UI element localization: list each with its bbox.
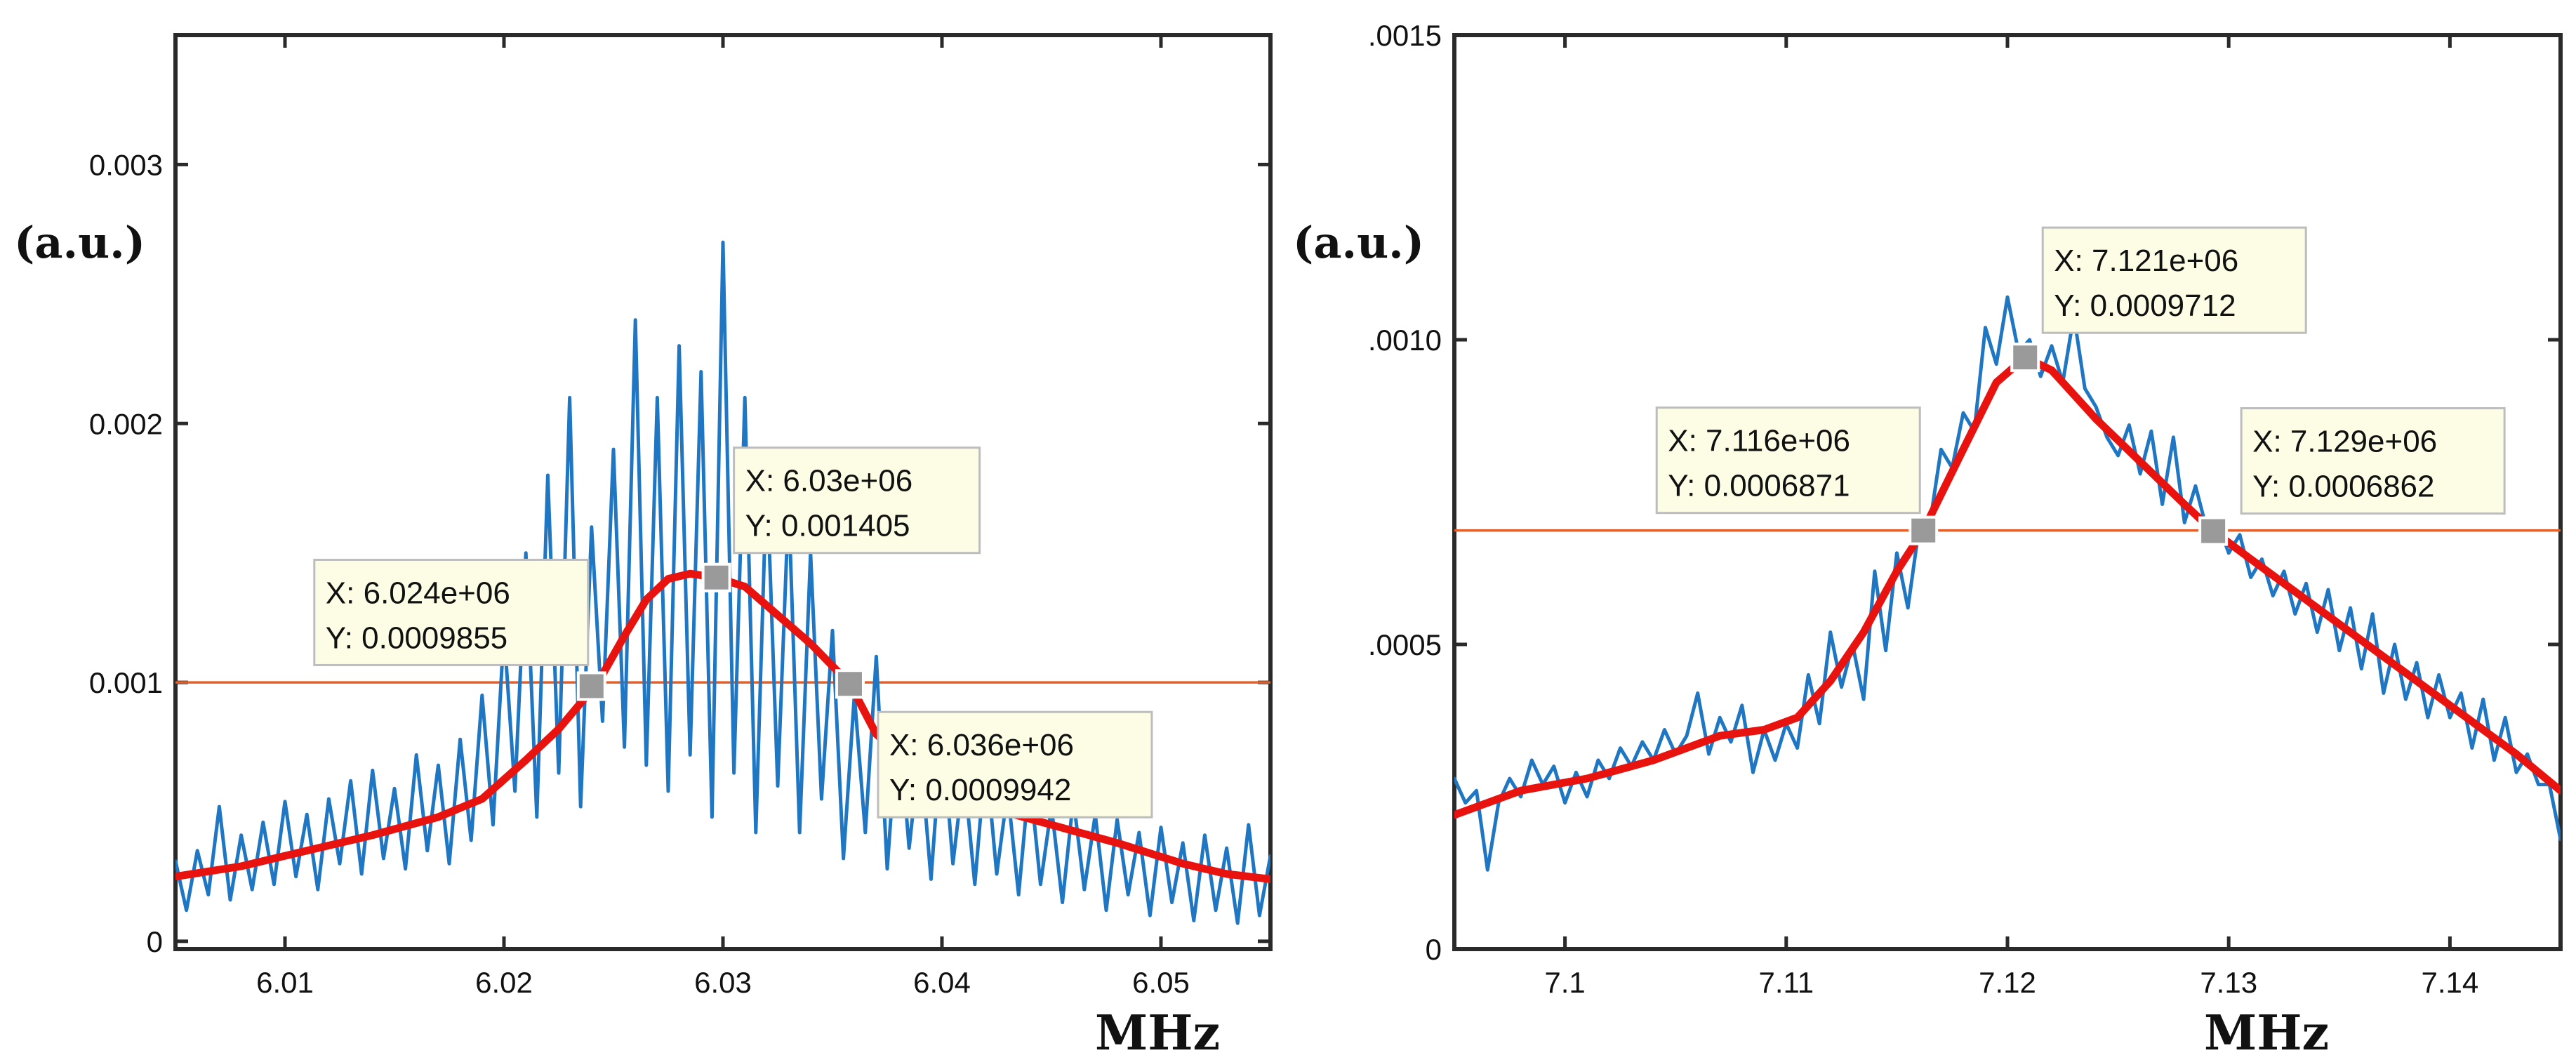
right-datatip-y: Y: 0.0006862 — [2252, 470, 2434, 504]
right-y-axis-label: (a.u.) — [1293, 217, 1424, 268]
left-datatip-y: Y: 0.0009942 — [889, 773, 1071, 807]
right-fit-series — [1454, 353, 2561, 819]
left-xtick-label: 6.05 — [1132, 966, 1190, 999]
left-measured-series — [175, 240, 1270, 925]
right-gridlines-and-axes — [1452, 33, 2563, 951]
right-measured-line — [1454, 295, 2561, 872]
left-xtick-label: 6.04 — [913, 966, 971, 999]
right-ytick-label: .0005 — [1368, 628, 1442, 661]
left-ytick-label: 0.003 — [89, 148, 163, 181]
left-xtick-label: 6.03 — [694, 966, 752, 999]
right-datatip-marker — [2010, 343, 2040, 373]
right-fit-line — [1454, 353, 2561, 819]
left-datatip-y: Y: 0.001405 — [745, 509, 910, 543]
right-datatip-box — [1655, 406, 1921, 515]
left-datatips: X: 6.024e+06 Y: 0.0009855 X: 6.03e+06 Y: 0.… — [313, 446, 1153, 819]
right-chart: (a.u.) MHz 7.1 7.11 7.12 7.13 7.14 0 .0005 .001… — [1293, 19, 2563, 1060]
left-datatip-marker — [576, 671, 606, 701]
right-datatip-box — [2041, 226, 2307, 334]
left-ytick-label: 0.001 — [89, 666, 163, 699]
right-xtick-label: 7.11 — [1758, 966, 1814, 999]
left-datatip-box — [313, 558, 590, 666]
right-datatip-x: X: 7.129e+06 — [2252, 425, 2437, 459]
left-x-axis-label: MHz — [1095, 1005, 1220, 1060]
right-tick-labels: 7.1 7.11 7.12 7.13 7.14 0 .0005 .0010 .0015 — [1368, 19, 2478, 999]
right-ytick-label: .0015 — [1368, 19, 1442, 52]
right-measured-series — [1454, 295, 2561, 872]
right-datatip-x: X: 7.121e+06 — [2054, 244, 2238, 278]
right-datatip-box — [2240, 407, 2506, 515]
left-xtick-label: 6.01 — [256, 966, 314, 999]
left-ytick-label: 0 — [147, 925, 163, 958]
right-datatip-marker — [1908, 515, 1939, 545]
right-datatip-y: Y: 0.0006871 — [1668, 469, 1850, 503]
left-datatip-x: X: 6.024e+06 — [326, 576, 510, 610]
left-datatip-x: X: 6.03e+06 — [745, 464, 913, 498]
left-datatip-marker — [701, 562, 731, 592]
left-chart: (a.u.) MHz 6.01 6.02 6.03 6.04 6.05 0 0.001 0.0… — [14, 33, 1273, 1060]
right-xtick-label: 7.1 — [1544, 966, 1585, 999]
left-fit-series — [175, 569, 1270, 883]
left-ytick-label: 0.002 — [89, 407, 163, 440]
left-datatip-x: X: 6.036e+06 — [889, 728, 1074, 762]
left-datatip-y: Y: 0.0009855 — [326, 621, 507, 655]
right-datatips: X: 7.116e+06 Y: 0.0006871 X: 7.121e+06 Y: 0… — [1655, 226, 2506, 546]
left-datatip-box — [733, 446, 981, 555]
left-measured-line — [175, 240, 1270, 925]
left-y-axis-label: (a.u.) — [14, 217, 145, 268]
right-xtick-label: 7.13 — [2200, 966, 2257, 999]
left-xtick-label: 6.02 — [475, 966, 533, 999]
right-xtick-label: 7.12 — [1979, 966, 2036, 999]
right-datatip-marker — [2198, 516, 2229, 546]
left-fit-line — [175, 569, 1270, 883]
right-xtick-label: 7.14 — [2422, 966, 2479, 999]
right-x-axis-label: MHz — [2204, 1005, 2329, 1060]
left-datatip-marker — [835, 669, 865, 699]
right-ytick-label: .0010 — [1368, 324, 1442, 357]
left-tick-labels: 6.01 6.02 6.03 6.04 6.05 0 0.001 0.002 0.003 — [89, 148, 1190, 999]
right-datatip-x: X: 7.116e+06 — [1668, 424, 1850, 458]
right-ytick-label: 0 — [1426, 933, 1442, 966]
left-datatip-box — [877, 710, 1153, 819]
right-datatip-y: Y: 0.0009712 — [2054, 289, 2236, 323]
